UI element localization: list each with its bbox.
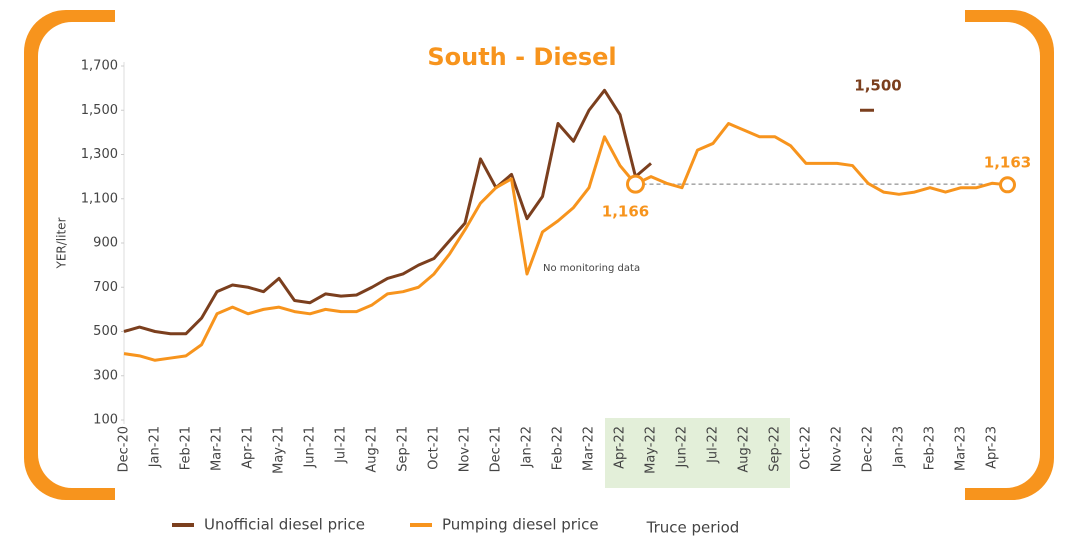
x-tick-label: Feb-21 xyxy=(179,426,194,470)
truce-shade xyxy=(605,418,790,488)
y-tick-label: 100 xyxy=(93,413,118,428)
x-tick-label: Jan-23 xyxy=(892,426,907,468)
frame-gap xyxy=(115,4,965,24)
x-tick-label: Apr-21 xyxy=(241,426,256,469)
x-tick-label: Jun-21 xyxy=(303,426,318,469)
x-tick-label: Jul-21 xyxy=(334,426,349,464)
y-tick-label: 900 xyxy=(93,236,118,251)
annotation: 1,163 xyxy=(984,153,1031,171)
x-tick-label: May-22 xyxy=(644,426,659,474)
y-tick-label: 1,100 xyxy=(81,191,118,206)
x-tick-label: Nov-22 xyxy=(830,426,845,472)
x-tick-label: Mar-22 xyxy=(582,426,597,471)
x-tick-label: Dec-22 xyxy=(861,426,876,472)
legend-label: Unofficial diesel price xyxy=(204,516,365,534)
y-axis-label: YER/liter xyxy=(55,217,69,269)
x-tick-label: Aug-22 xyxy=(737,426,752,473)
x-tick-label: May-21 xyxy=(272,426,287,474)
x-tick-label: Jun-22 xyxy=(675,426,690,469)
series-line xyxy=(123,122,1008,362)
y-tick-label: 1,700 xyxy=(81,59,118,74)
y-tick-label: 500 xyxy=(93,324,118,339)
x-tick-label: Sep-22 xyxy=(768,426,783,472)
x-tick-label: Nov-21 xyxy=(458,426,473,472)
y-tick-label: 700 xyxy=(93,280,118,295)
x-tick-label: Feb-23 xyxy=(923,426,938,470)
x-tick-label: Apr-22 xyxy=(613,426,628,469)
y-tick-label: 1,300 xyxy=(81,147,118,162)
marker xyxy=(999,176,1016,194)
x-tick-label: Sep-21 xyxy=(396,426,411,472)
truce-label: Truce period xyxy=(646,519,740,537)
annotation: 1,166 xyxy=(602,203,649,221)
series-line xyxy=(123,88,652,336)
x-tick-label: Jul-22 xyxy=(706,426,721,464)
x-tick-label: Jan-21 xyxy=(148,426,163,468)
x-tick-label: Aug-21 xyxy=(365,426,380,473)
x-tick-label: Feb-22 xyxy=(551,426,566,470)
x-tick-label: Oct-21 xyxy=(427,426,442,470)
x-tick-label: Oct-22 xyxy=(799,426,814,470)
y-tick-label: 300 xyxy=(93,368,118,383)
legend-label: Pumping diesel price xyxy=(442,516,599,534)
x-tick-label: Apr-23 xyxy=(985,426,1000,469)
x-tick-label: Mar-21 xyxy=(210,426,225,471)
x-tick-label: Dec-21 xyxy=(489,426,504,472)
marker xyxy=(626,174,645,194)
x-tick-label: Dec-20 xyxy=(117,426,132,472)
frame-inner xyxy=(38,22,1040,488)
chart-title: South - Diesel xyxy=(427,43,616,71)
x-tick-label: Mar-23 xyxy=(954,426,969,471)
y-tick-label: 1,500 xyxy=(81,103,118,118)
annotation: No monitoring data xyxy=(543,263,640,274)
frame-gap xyxy=(115,486,965,508)
x-tick-label: Jan-22 xyxy=(520,426,535,468)
annotation: 1,500 xyxy=(854,77,901,95)
